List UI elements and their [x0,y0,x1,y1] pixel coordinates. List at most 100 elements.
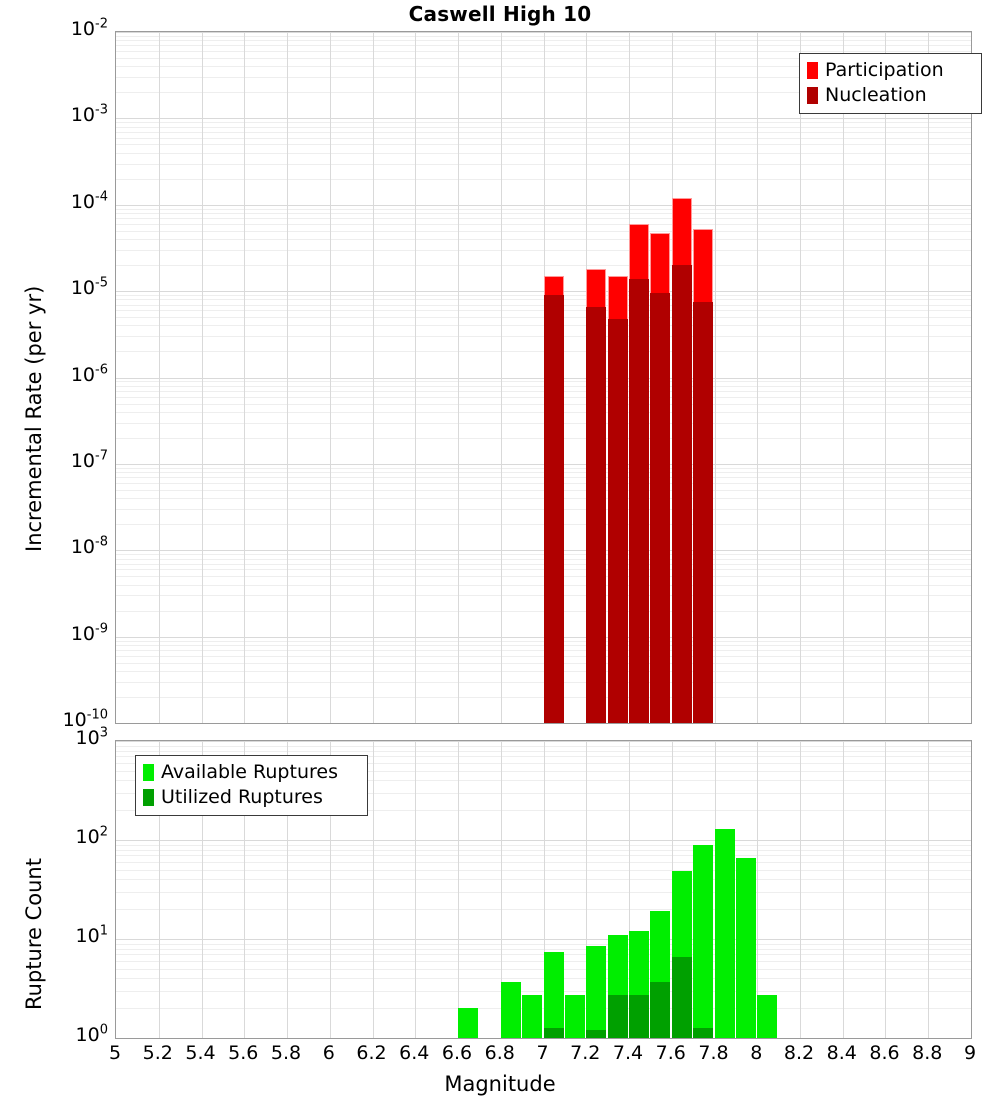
bar-available [693,845,713,1038]
gridline-minor [116,138,971,139]
gridline-minor [116,845,971,846]
bar-utilized [586,1030,606,1038]
legend-item: Nucleation [807,83,972,108]
bar-nucleation [586,307,606,723]
bar-group [458,1008,478,1038]
gridline-minor [116,509,971,510]
gridline-minor [116,391,971,392]
gridline-minor [116,295,971,296]
gridline-vertical [159,32,160,723]
bar-group [693,845,713,1038]
gridline-minor [116,386,971,387]
gridline-minor [116,650,971,651]
gridline-minor [116,978,971,979]
x-tick-label: 5.4 [185,1042,216,1064]
gridline-minor [116,127,971,128]
gridline-vertical [800,741,801,1038]
legend-swatch-icon [807,87,818,104]
bar-group [586,946,606,1038]
x-tick-label: 7.4 [612,1042,644,1064]
bar-utilized [693,1028,713,1038]
gridline-major [116,32,971,33]
gridline-minor [116,862,971,863]
x-tick-label: 6.6 [441,1042,473,1064]
y-tick-label: 102 [75,824,108,848]
y-tick-label: 10-2 [70,16,108,40]
gridline-minor [116,404,971,405]
bar-group [501,982,521,1038]
gridline-minor [116,793,971,794]
gridline-minor [116,317,971,318]
y-tick-label: 103 [75,725,108,749]
gridline-minor [116,850,971,851]
gridline-minor [116,771,971,772]
gridline-minor [116,153,971,154]
gridline-vertical [202,32,203,723]
bar-group [736,858,756,1038]
bar-group [608,935,628,1038]
gridline-minor [116,746,971,747]
legend-item: Available Ruptures [143,760,358,785]
gridline-minor [116,656,971,657]
gridline-vertical [458,32,459,723]
gridline-vertical [928,32,929,723]
y-tick-label: 10-7 [70,448,108,472]
gridline-minor [116,892,971,893]
bar-available [586,946,606,1038]
bar-group [650,911,670,1038]
gridline-vertical [757,32,758,723]
x-tick-label: 8.2 [783,1042,815,1064]
bar-nucleation [650,293,670,723]
x-tick-label: 7.8 [698,1042,729,1064]
bar-nucleation [608,319,628,723]
gridline-minor [116,645,971,646]
gridline-major [116,840,971,841]
bar-group [672,198,692,723]
gridline-minor [116,954,971,955]
gridline-vertical [458,741,459,1038]
gridline-minor [116,855,971,856]
gridline-minor [116,36,971,37]
gridline-minor [116,305,971,306]
y-tick-label: 10-5 [70,275,108,300]
gridline-major [116,741,971,742]
bar-nucleation [629,279,649,723]
gridline-vertical [159,741,160,1038]
gridline-major [116,637,971,638]
bar-group [522,995,542,1038]
gridline-minor [116,66,971,67]
gridline-vertical [415,32,416,723]
x-tick-label: 6 [322,1042,335,1064]
gridline-major [116,118,971,119]
gridline-vertical [244,32,245,723]
gridline-minor [116,483,971,484]
bottom-y-axis-label: Rupture Count [22,858,46,1010]
gridline-minor [116,299,971,300]
bar-group [608,276,628,723]
x-tick-label: 6.8 [484,1042,515,1064]
gridline-minor [116,224,971,225]
gridline-minor [116,45,971,46]
bar-group [650,233,670,723]
bar-nucleation [693,302,713,723]
x-tick-label: 5.6 [228,1042,259,1064]
gridline-minor [116,231,971,232]
gridline-minor [116,524,971,525]
gridline-minor [116,209,971,210]
gridline-vertical [800,32,801,723]
gridline-major [116,291,971,292]
gridline-vertical [843,741,844,1038]
bar-available [544,952,564,1038]
gridline-minor [116,949,971,950]
bar-available [757,995,777,1038]
gridline-minor [116,559,971,560]
gridline-minor [116,751,971,752]
gridline-minor [116,164,971,165]
y-tick-label: 10-3 [70,103,108,127]
gridline-minor [116,585,971,586]
gridline-minor [116,468,971,469]
gridline-minor [116,325,971,326]
bar-group [629,224,649,723]
gridline-vertical [843,32,844,723]
